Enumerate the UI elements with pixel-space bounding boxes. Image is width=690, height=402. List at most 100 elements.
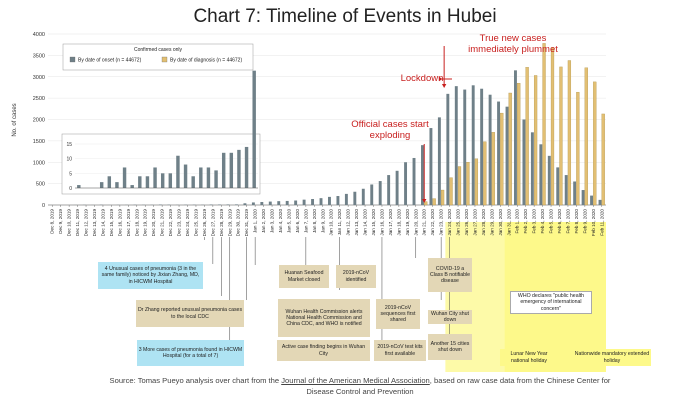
inset-bar: [168, 173, 173, 188]
x-tick-label: Dec 23, 2019: [177, 209, 182, 237]
x-tick-label: Dec 8, 2019: [50, 209, 55, 234]
event-box: 2019-nCoV test kits first available: [374, 340, 426, 361]
bar-diagnosis: [500, 112, 504, 206]
x-tick-label: Feb 9, 2020: [582, 209, 587, 234]
bar-onset: [454, 86, 458, 205]
x-tick-label: Jan 21, 2020: [422, 209, 427, 236]
bar-diagnosis: [517, 83, 521, 206]
bar-onset: [361, 188, 365, 205]
x-tick-label: Jan 30, 2020: [498, 209, 503, 236]
bar-onset: [480, 88, 484, 205]
y-tick-label: 0: [42, 203, 45, 209]
x-tick-label: Feb 8, 2020: [574, 209, 579, 234]
bar-onset: [581, 190, 585, 205]
bar-diagnosis: [542, 43, 546, 206]
bar-diagnosis: [449, 177, 453, 206]
inset-bar: [214, 170, 218, 188]
x-tick-label: Jan 16, 2020: [379, 209, 384, 236]
bar-onset: [446, 93, 450, 205]
x-tick-label: Feb 11, 2020: [599, 209, 604, 236]
event-box: Nationwide mandatory extended holiday: [573, 349, 651, 366]
bar-diagnosis: [576, 91, 580, 206]
x-tick-label: Jan 19, 2020: [405, 209, 410, 236]
annotation-exploding: Official cases start exploding: [351, 119, 429, 141]
bar-onset: [463, 89, 467, 205]
inset-bar: [99, 182, 104, 188]
bar-onset: [336, 196, 340, 205]
y-tick-label: 4000: [33, 32, 45, 38]
bar-diagnosis: [584, 67, 588, 206]
x-tick-label: Dec 24, 2019: [185, 209, 190, 237]
inset-y-tick-label: 10: [66, 157, 72, 163]
x-tick-label: Jan 23, 2020: [439, 209, 444, 236]
bar-diagnosis: [559, 66, 563, 206]
x-tick-label: Dec 17, 2019: [126, 209, 131, 237]
bar-diagnosis: [508, 92, 512, 206]
x-tick-label: Dec 26, 2019: [202, 209, 207, 237]
bar-onset: [294, 200, 298, 205]
bar-onset: [437, 117, 441, 205]
arrow-lockdown-head: [439, 76, 443, 82]
event-box: Dr Zhang reported unusual pneumonia case…: [136, 300, 244, 327]
x-tick-label: Jan 17, 2020: [388, 209, 393, 236]
event-box: Another 15 cities shut down: [428, 334, 472, 360]
x-tick-label: Dec 15, 2019: [109, 209, 114, 237]
x-tick-label: Dec 29, 2019: [227, 209, 232, 237]
bar-onset: [378, 181, 382, 205]
inset-bar: [199, 167, 203, 188]
x-tick-label: Jan 29, 2020: [489, 209, 494, 236]
bar-diagnosis: [440, 189, 445, 206]
x-tick-label: Dec 10, 2019: [67, 209, 72, 237]
event-box: COVID-19 a Class B notifiable disease: [428, 258, 472, 292]
inset-y-tick-label: 5: [69, 171, 72, 177]
bar-diagnosis: [525, 67, 529, 206]
x-tick-label: Dec 18, 2019: [134, 209, 139, 237]
x-tick-label: Feb 6, 2020: [557, 209, 562, 234]
x-tick-label: Dec 31, 2019: [244, 209, 249, 237]
bar-onset: [429, 128, 433, 205]
event-box: Huanan Seafood Market closed: [279, 265, 329, 288]
x-tick-label: Dec 14, 2019: [100, 209, 105, 237]
x-tick-label: Dec 16, 2019: [117, 209, 122, 237]
annotation-plummet: True new cases immediately plummet: [468, 33, 558, 55]
x-tick-label: Feb 7, 2020: [565, 209, 570, 234]
bar-onset: [353, 191, 357, 205]
x-tick-label: Jan 7, 2020: [303, 209, 308, 233]
x-tick-label: Jan 13, 2020: [354, 209, 359, 236]
event-box: 2019-nCoV identified: [336, 265, 376, 288]
source-link[interactable]: Journal of the American Medical Associat…: [281, 376, 430, 385]
event-box: Wuhan Health Commission alerts National …: [278, 299, 370, 337]
bar-diagnosis: [533, 75, 538, 206]
x-tick-label: Jan 14, 2020: [363, 209, 368, 236]
x-tick-label: Feb 10, 2020: [591, 209, 596, 237]
bar-onset: [556, 167, 560, 205]
x-tick-label: Dec 13, 2019: [92, 209, 97, 237]
x-tick-label: Dec 27, 2019: [210, 209, 215, 237]
bar-onset: [412, 157, 416, 205]
x-tick-label: Jan 3, 2020: [270, 209, 275, 233]
arrow-plummet-head: [441, 84, 447, 88]
inset-y-tick-label: 15: [66, 142, 72, 148]
bar-onset: [218, 204, 222, 205]
x-tick-label: Dec 25, 2019: [193, 209, 198, 237]
y-tick-label: 3500: [33, 53, 45, 59]
bar-onset: [547, 155, 551, 205]
x-tick-label: Jan 28, 2020: [481, 209, 486, 236]
bar-onset: [488, 94, 492, 205]
inset-bar: [160, 173, 165, 188]
inset-bar: [138, 176, 142, 188]
x-tick-label: Jan 15, 2020: [371, 209, 376, 236]
event-box: Wuhan City shut down: [428, 310, 472, 324]
bar-onset: [471, 85, 475, 205]
x-tick-label: Jan 12, 2020: [346, 209, 351, 236]
bar-onset: [590, 195, 594, 205]
bar-diagnosis: [474, 158, 479, 206]
inset-bar: [153, 167, 157, 188]
arrow-exploding-head: [422, 199, 427, 203]
y-tick-label: 1000: [33, 160, 45, 166]
x-tick-label: Dec 21, 2019: [160, 209, 165, 237]
inset-bar: [244, 146, 249, 188]
y-tick-label: 500: [36, 182, 45, 188]
source-prefix: Source: Tomas Pueyo analysis over chart …: [109, 376, 282, 385]
bar-onset: [209, 204, 213, 205]
